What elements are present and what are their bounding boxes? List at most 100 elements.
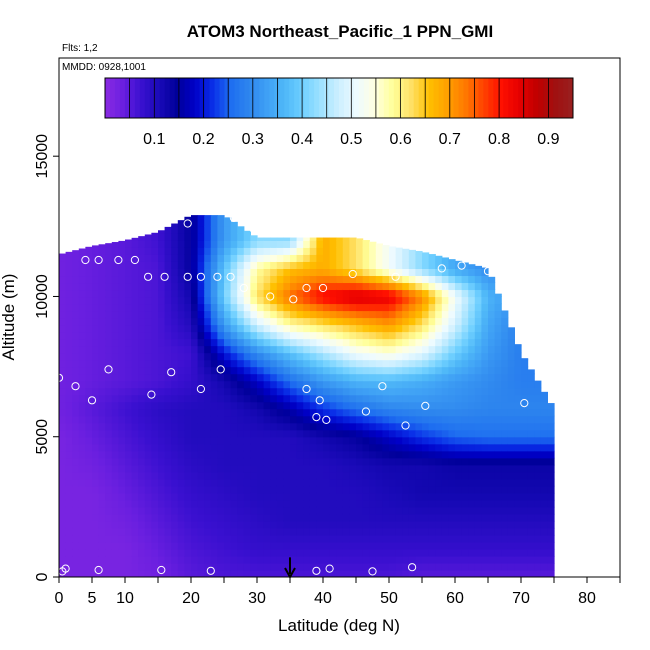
heatmap-cell [224,548,232,557]
heatmap-cell [369,527,377,536]
heatmap-cell [270,275,278,284]
heatmap-cell [303,513,311,522]
heatmap-cell [540,492,548,501]
heatmap-cell [138,429,146,438]
heatmap-cell [125,443,133,452]
heatmap-cell [382,373,390,382]
heatmap-cell [191,380,199,389]
heatmap-cell [329,247,337,255]
heatmap-cell [527,369,535,375]
heatmap-cell [158,450,166,459]
heatmap-cell [151,233,159,241]
heatmap-cell [144,324,152,333]
heatmap-cell [382,471,390,480]
heatmap-cell [422,373,430,382]
heatmap-cell [78,373,86,382]
heatmap-cell [395,310,403,319]
heatmap-cell [501,394,509,403]
heatmap-cell [177,499,185,508]
heatmap-cell [323,289,331,298]
heatmap-cell [540,464,548,473]
heatmap-cell [461,289,469,298]
heatmap-cell [164,569,172,577]
heatmap-cell [164,380,172,389]
heatmap-cell [164,254,172,262]
heatmap-cell [408,401,416,410]
colorbar-swatch [353,78,360,118]
heatmap-cell [375,506,383,515]
heatmap-cell [125,534,133,543]
heatmap-cell [171,275,179,284]
heatmap-cell [85,464,93,473]
heatmap-cell [158,387,166,396]
heatmap-cell [349,513,357,522]
heatmap-cell [488,499,496,508]
heatmap-cell [428,317,436,326]
heatmap-cell [402,464,410,473]
heatmap-cell [158,415,166,424]
heatmap-cell [514,429,522,438]
heatmap-cell [270,520,278,529]
heatmap-cell [250,555,258,564]
heatmap-cell [243,415,251,424]
heatmap-cell [402,352,410,361]
heatmap-cell [191,401,199,410]
heatmap-cell [356,310,364,319]
heatmap-cell [474,366,482,375]
heatmap-cell [243,513,251,522]
heatmap-cell [98,548,106,557]
heatmap-cell [59,310,67,319]
heatmap-cell [171,520,179,529]
heatmap-cell [111,247,119,255]
heatmap-cell [468,492,476,501]
heatmap-cell [111,555,119,564]
heatmap-cell [138,485,146,494]
heatmap-cell [362,317,370,326]
heatmap-cell [204,387,212,396]
heatmap-cell [461,478,469,487]
heatmap-cell [131,268,139,277]
heatmap-cell [309,261,317,269]
heatmap-cell [92,541,100,550]
heatmap-cell [257,450,265,459]
heatmap-cell [329,289,337,298]
heatmap-cell [402,303,410,312]
heatmap-cell [138,520,146,529]
heatmap-cell [309,555,317,564]
heatmap-cell [468,548,476,557]
heatmap-cell [534,541,542,550]
heatmap-cell [448,324,456,333]
heatmap-cell [474,471,482,480]
heatmap-cell [290,436,298,445]
heatmap-cell [276,527,284,536]
colorbar-tick-label: 0.3 [242,131,264,148]
heatmap-cell [92,527,100,536]
heatmap-cell [217,513,225,522]
heatmap-cell [461,275,469,284]
heatmap-cell [92,373,100,382]
heatmap-cell [375,527,383,536]
heatmap-cell [521,478,529,487]
heatmap-cell [461,296,469,305]
heatmap-cell [389,450,397,459]
heatmap-cell [151,401,159,410]
heatmap-cell [158,247,166,255]
heatmap-cell [402,394,410,403]
heatmap-cell [422,422,430,431]
heatmap-cell [171,415,179,424]
heatmap-cell [230,443,238,452]
heatmap-cell [494,534,502,543]
heatmap-cell [224,254,232,262]
heatmap-cell [257,345,265,354]
heatmap-cell [243,429,251,438]
heatmap-cell [514,562,522,571]
heatmap-cell [382,296,390,305]
heatmap-cell [395,289,403,298]
heatmap-cell [474,485,482,494]
heatmap-cell [349,422,357,431]
heatmap-cell [534,555,542,564]
heatmap-cell [375,352,383,361]
heatmap-cell [105,289,113,298]
heatmap-cell [382,324,390,333]
heatmap-cell [342,485,350,494]
